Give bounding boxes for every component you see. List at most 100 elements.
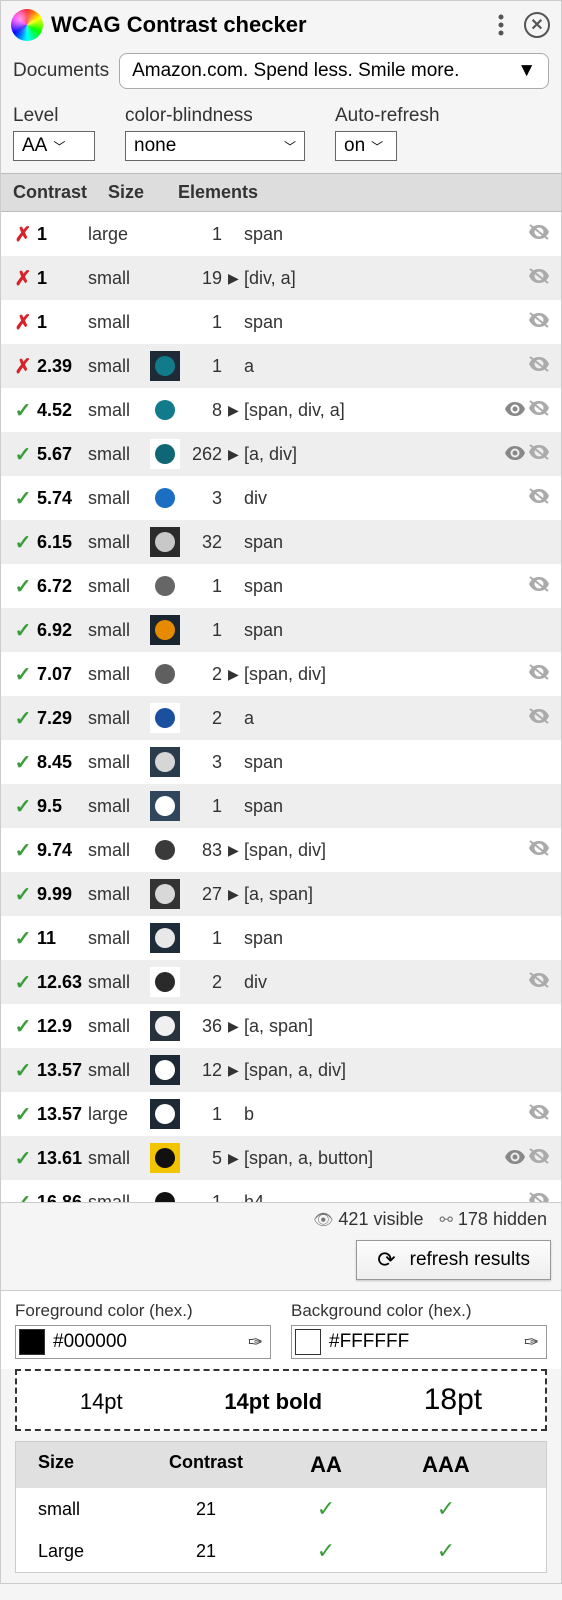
result-row[interactable]: ✓11small1span [1, 916, 561, 960]
eye-off-icon[interactable] [529, 576, 549, 597]
result-row[interactable]: ✓13.57large1b [1, 1092, 561, 1136]
element-count: 2 [184, 708, 228, 729]
result-aa: ✓ [266, 1496, 386, 1522]
result-row[interactable]: ✓9.74small83▶[span, div] [1, 828, 561, 872]
document-select[interactable]: Amazon.com. Spend less. Smile more. ▼ [119, 53, 549, 89]
result-row[interactable]: ✓6.72small1span [1, 564, 561, 608]
contrast-value: 5.67 [33, 444, 88, 465]
result-row[interactable]: ✗2.39small1a [1, 344, 561, 388]
bg-hex-input[interactable]: #FFFFFF [329, 1331, 516, 1353]
level-select[interactable]: AA ﹀ [13, 131, 95, 161]
background-color-box: Background color (hex.) #FFFFFF ✑ [291, 1301, 547, 1359]
kebab-menu-icon[interactable] [487, 11, 515, 39]
bg-swatch[interactable] [295, 1329, 321, 1355]
eye-off-icon[interactable] [529, 444, 549, 465]
footer-counts: 👁 421 visible ⚯ 178 hidden [1, 1202, 561, 1236]
eye-off-icon[interactable] [529, 488, 549, 509]
contrast-value: 7.07 [33, 664, 88, 685]
result-row[interactable]: ✓13.57small12▶[span, a, div] [1, 1048, 561, 1092]
element-types: [span, div, a] [244, 400, 505, 421]
visible-count: 👁 421 visible [313, 1209, 423, 1230]
eye-off-icon[interactable] [529, 312, 549, 333]
eye-off-icon[interactable] [529, 400, 549, 421]
color-swatch [150, 395, 180, 425]
expand-arrow-icon[interactable]: ▶ [228, 1150, 244, 1167]
expand-arrow-icon[interactable]: ▶ [228, 1062, 244, 1079]
chevron-down-icon: ﹀ [53, 138, 65, 155]
refresh-icon: ⟳ [377, 1247, 395, 1273]
color-swatch [150, 439, 180, 469]
result-row[interactable]: ✓16.86small1h4 [1, 1180, 561, 1202]
size-value: small [88, 268, 150, 289]
colorblind-select[interactable]: none ﹀ [125, 131, 305, 161]
logo-icon [11, 9, 43, 41]
result-row[interactable]: ✓7.29small2a [1, 696, 561, 740]
document-selected-text: Amazon.com. Spend less. Smile more. [132, 60, 459, 82]
autorefresh-select[interactable]: on ﹀ [335, 131, 397, 161]
row-actions [529, 708, 549, 729]
expand-arrow-icon[interactable]: ▶ [228, 842, 244, 859]
row-actions [529, 972, 549, 993]
pass-icon: ✓ [13, 750, 33, 775]
swatch-dot [155, 884, 175, 904]
eye-icon[interactable] [505, 444, 525, 465]
size-value: small [88, 1016, 150, 1037]
result-header: Size Contrast AA AAA [16, 1442, 546, 1488]
expand-arrow-icon[interactable]: ▶ [228, 886, 244, 903]
eye-off-icon[interactable] [529, 356, 549, 377]
result-row[interactable]: ✗1large1span [1, 212, 561, 256]
results-list: ✗1large1span✗1small19▶[div, a]✗1small1sp… [1, 212, 561, 1202]
pass-icon: ✓ [13, 882, 33, 907]
result-row[interactable]: ✓12.9small36▶[a, span] [1, 1004, 561, 1048]
color-swatch [150, 571, 180, 601]
contrast-value: 11 [33, 928, 88, 949]
close-button[interactable]: ✕ [523, 11, 551, 39]
refresh-button[interactable]: ⟳ refresh results [356, 1240, 551, 1280]
result-row[interactable]: ✓6.15small32span [1, 520, 561, 564]
eye-off-icon[interactable] [529, 708, 549, 729]
eye-icon[interactable] [505, 1148, 525, 1169]
result-row[interactable]: ✓9.5small1span [1, 784, 561, 828]
result-row[interactable]: ✓9.99small27▶[a, span] [1, 872, 561, 916]
result-row[interactable]: ✓5.67small262▶[a, div] [1, 432, 561, 476]
result-row[interactable]: ✓6.92small1span [1, 608, 561, 652]
eye-off-icon[interactable] [529, 1148, 549, 1169]
result-row[interactable]: ✓7.07small2▶[span, div] [1, 652, 561, 696]
result-row[interactable]: ✗1small1span [1, 300, 561, 344]
expand-arrow-icon[interactable]: ▶ [228, 270, 244, 287]
result-row[interactable]: ✓8.45small3span [1, 740, 561, 784]
element-count: 3 [184, 488, 228, 509]
pass-icon: ✓ [13, 662, 33, 687]
result-row[interactable]: ✓13.61small5▶[span, a, button] [1, 1136, 561, 1180]
row-actions [505, 1148, 549, 1169]
fg-hex-input[interactable]: #000000 [53, 1331, 240, 1353]
expand-arrow-icon[interactable]: ▶ [228, 666, 244, 683]
result-row[interactable]: ✗1small19▶[div, a] [1, 256, 561, 300]
eye-icon: 👁 [313, 1212, 333, 1229]
refresh-bar: ⟳ refresh results [1, 1236, 561, 1290]
eye-off-icon[interactable] [529, 840, 549, 861]
eye-off-icon[interactable] [529, 1104, 549, 1125]
eye-off-icon[interactable] [529, 972, 549, 993]
eye-off-icon[interactable] [529, 1192, 549, 1203]
result-row[interactable]: ✓12.63small2div [1, 960, 561, 1004]
eye-off-icon[interactable] [529, 664, 549, 685]
element-types: span [244, 576, 529, 597]
expand-arrow-icon[interactable]: ▶ [228, 402, 244, 419]
eye-off-icon[interactable] [529, 268, 549, 289]
fg-swatch[interactable] [19, 1329, 45, 1355]
bg-input-row: #FFFFFF ✑ [291, 1325, 547, 1359]
result-row[interactable]: ✓5.74small3div [1, 476, 561, 520]
color-swatch [150, 791, 180, 821]
eyedropper-icon[interactable]: ✑ [524, 1332, 543, 1353]
document-row: Documents Amazon.com. Spend less. Smile … [1, 49, 561, 99]
row-actions [529, 1104, 549, 1125]
eye-off-icon[interactable] [529, 224, 549, 245]
size-value: small [88, 884, 150, 905]
result-row[interactable]: ✓4.52small8▶[span, div, a] [1, 388, 561, 432]
expand-arrow-icon[interactable]: ▶ [228, 446, 244, 463]
eye-icon[interactable] [505, 400, 525, 421]
expand-arrow-icon[interactable]: ▶ [228, 1018, 244, 1035]
row-actions [529, 268, 549, 289]
eyedropper-icon[interactable]: ✑ [248, 1332, 267, 1353]
